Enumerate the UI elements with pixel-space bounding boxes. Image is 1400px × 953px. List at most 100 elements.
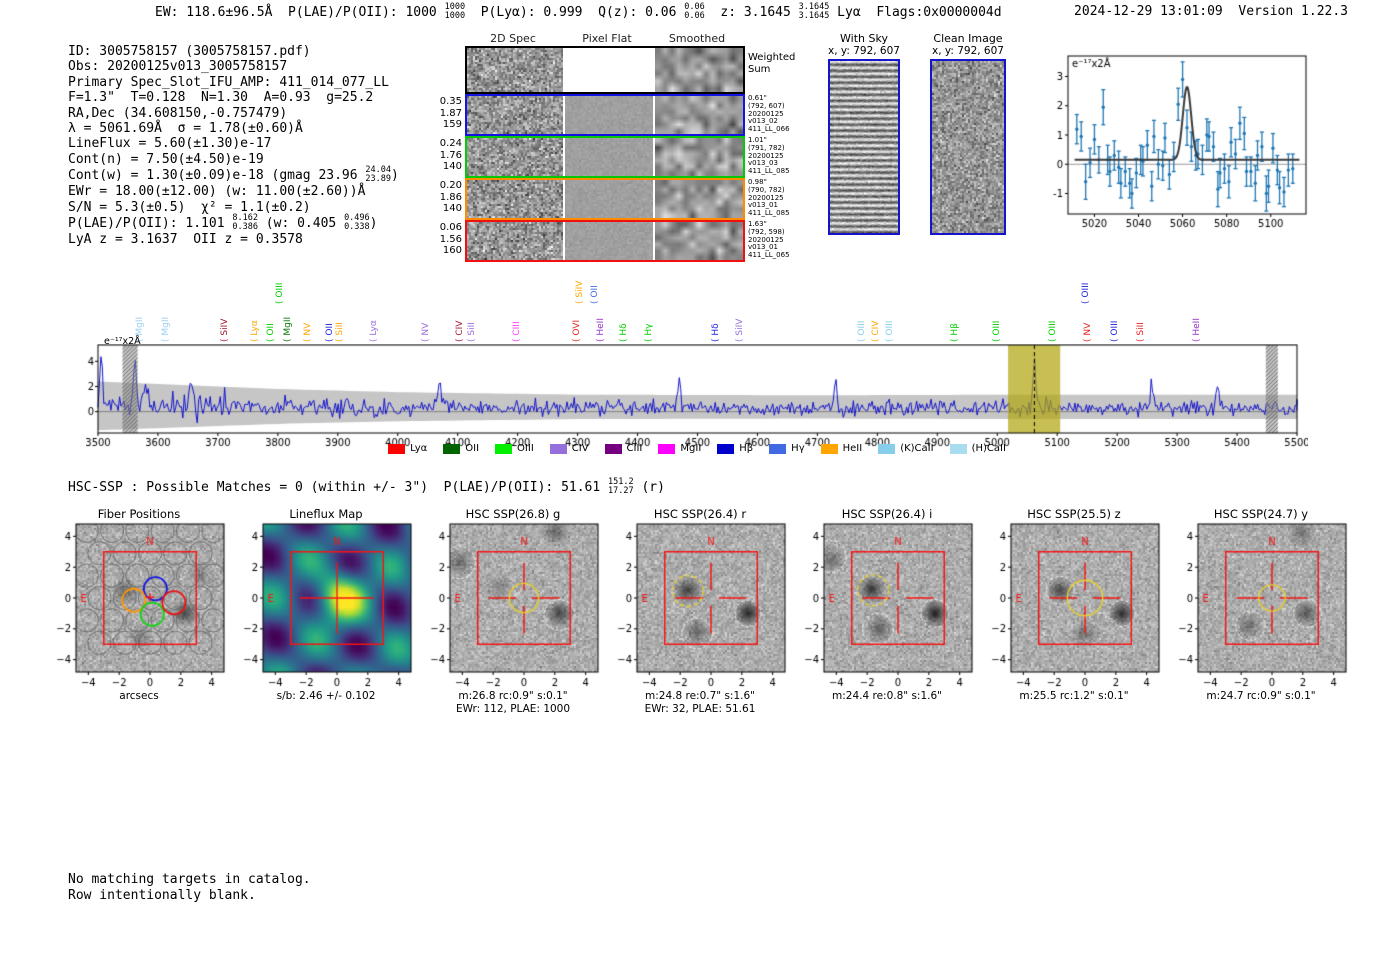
cutout-row-right-line: v013_01	[748, 243, 778, 252]
info-line-text: S/N = 5.3(±0.5) χ² = 1.1(±0.2)	[68, 199, 311, 215]
fraction-stack: 8.162 0.386	[232, 214, 258, 231]
panel-caption-1: m:26.8 rc:0.9" s:0.1"	[458, 690, 568, 702]
cutout-row-right-line: v013_02	[748, 117, 778, 126]
fraction-stack: 3.1645 3.1645	[799, 3, 830, 20]
panel-caption-1: s/b: 2.46 +/- 0.102	[276, 690, 376, 702]
info-line-text: Obs: 20200125v013_3005758157	[68, 59, 288, 75]
legend-label: Hβ	[739, 443, 754, 454]
fraction-bottom: 23.89	[365, 173, 392, 184]
cutout-row-images	[465, 136, 745, 178]
cutout-2d-row: 0.06 1.56 160 1.63" (792, 598) 20200125 v013_0…	[438, 220, 794, 262]
cutout-row-right-label: 0.98" (790, 782) 20200125 v013_01 411_LL_085	[745, 178, 794, 220]
cutout-row-left-label: 0.06 1.56 160	[438, 220, 465, 262]
legend-swatch	[878, 443, 896, 454]
panel-caption-2: EWr: 112, PLAE: 1000	[455, 703, 571, 715]
emission-line-label-HeII: ( HeII	[596, 318, 607, 342]
emission-line-label-OIII: ( OIII	[992, 320, 1003, 342]
legend-label: Lyα	[410, 443, 428, 454]
bottom-note-line-1: No matching targets in catalog.	[68, 872, 311, 887]
cutout-row-left-label	[438, 46, 465, 94]
cutout-2d-row: Weighted Sum	[438, 46, 795, 94]
cutout-row-right-label: 0.61" (792, 607) 20200125 v013_02 411_LL_066	[745, 94, 794, 136]
legend-swatch	[443, 443, 461, 454]
col-header-smoothed: Smoothed	[668, 32, 726, 45]
cutout-row-right-line: 411_LL_065	[748, 251, 790, 260]
info-line-text: LineFlux = 5.60(±1.30)e-17	[68, 136, 272, 152]
summary-header-text: Lyα Flags:0x0000004d	[829, 5, 1002, 20]
fraction-top: 3.1645	[798, 2, 830, 12]
detection-info-block: ID: 3005758157 (3005758157.pdf) Obs: 2020…	[68, 44, 399, 247]
fraction-top: 1000	[444, 2, 466, 12]
panel-image-4	[794, 522, 980, 690]
cutout-row-right-line: v013_03	[748, 159, 778, 168]
cutout-row-right-line: (790, 782)	[748, 185, 785, 194]
emission-line-label-CIII: ( CIII	[512, 321, 523, 342]
summary-header-text: P(Lyα): 0.999 Q(z): 0.06	[465, 5, 685, 20]
cutout-row-right-line: 411_LL_085	[748, 167, 790, 176]
emission-line-label-OIII: ( OIII	[1080, 282, 1091, 304]
cutout-row-right-line: 1.63"	[748, 220, 767, 228]
cutout-row-right-label: Weighted Sum	[745, 46, 795, 94]
clean-image-title: Clean Image	[933, 32, 1003, 45]
emission-line-label-SiIV: ( SiIV	[574, 280, 585, 304]
legend-label: (K)CaII	[900, 443, 934, 454]
info-line-4: F=1.3" T=0.128 N=1.30 A=0.93 g=25.2	[68, 90, 399, 105]
emission-line-label-HeII: ( HeII	[1192, 318, 1203, 342]
cutout-row-right-line: 1.01"	[748, 136, 767, 144]
summary-header-text: z: 3.1645	[704, 5, 799, 20]
fraction-stack: 0.496 0.338	[344, 214, 370, 231]
pixel-flat-image	[565, 138, 653, 176]
emission-line-label-SiII: ( SiII	[1135, 322, 1146, 342]
spectrum-y-label: e⁻¹⁷x2Å	[104, 336, 141, 347]
emission-line-label-NV: ( NV	[1083, 322, 1094, 342]
info-line-11: S/N = 5.3(±0.5) χ² = 1.1(±0.2)	[68, 200, 399, 215]
panel-r: HSC SSP(26.4) r m:24.8 re:0.7" s:1.6" EWr:…	[607, 507, 793, 716]
smoothed-image	[655, 138, 743, 176]
info-line-8: Cont(n) = 7.50(±4.50)e-19	[68, 152, 399, 167]
info-line-12: P(LAE)/P(OII): 1.101 8.162 0.386 (w: 0.40…	[68, 214, 399, 232]
cutout-2d-row: 0.35 1.87 159 0.61" (792, 607) 20200125 v013_0…	[438, 94, 794, 136]
fiber-weight-value: 140	[442, 203, 462, 214]
legend-label: Hγ	[791, 443, 805, 454]
fraction-bottom: 0.06	[684, 10, 705, 21]
emission-line-label-OIII: ( OIII	[885, 320, 896, 342]
legend-item-MgII: MgII	[658, 443, 701, 454]
emission-line-label-MgII: ( MgII	[161, 316, 172, 342]
bottom-note-line-2: Row intentionally blank.	[68, 887, 256, 903]
panel-caption-1: arcsecs	[119, 690, 159, 702]
info-line-text: λ = 5061.69Å σ = 1.78(±0.60)Å	[68, 121, 303, 137]
legend-swatch	[820, 443, 838, 454]
info-line-text: LyA z = 3.1637 OII z = 0.3578	[68, 232, 303, 248]
fiber-weight-value: 1.86	[439, 191, 462, 203]
cutout-row-right-line: Sum	[748, 64, 771, 75]
fraction-stack: 151.2 17.27	[608, 478, 634, 495]
panel-g: HSC SSP(26.8) g m:26.8 rc:0.9" s:0.1" EWr:…	[420, 507, 606, 716]
legend-label: HeII	[842, 443, 863, 454]
info-line-text: (w: 0.405	[257, 216, 345, 232]
cutout-panels-row: Fiber Positions arcsecs Lineflux Map s/b: 2…	[0, 507, 1400, 717]
with-sky-xy: x, y: 792, 607	[828, 45, 900, 57]
cutout-row-right-label: 1.01" (791, 782) 20200125 v013_03 411_LL_085	[745, 136, 794, 178]
fraction-top: 24.04	[365, 165, 392, 176]
emission-line-label-Hδ: ( Hδ	[619, 323, 630, 342]
panel-image-6	[1168, 522, 1354, 690]
emission-line-label-MgII: ( MgII	[283, 316, 294, 342]
cutout-row-images	[465, 178, 745, 220]
legend-item-(K)CaII: (K)CaII	[878, 443, 934, 454]
info-line-1: ID: 3005758157 (3005758157.pdf)	[68, 44, 399, 59]
info-line-2: Obs: 20200125v013_3005758157	[68, 59, 399, 74]
cutout-row-right-line: 0.98"	[748, 178, 767, 186]
hsc-ssp-summary-line: HSC-SSP : Possible Matches = 0 (within +…	[68, 478, 665, 496]
legend-label: (H)CaII	[971, 443, 1006, 454]
col-header-2dspec: 2D Spec	[490, 32, 536, 45]
2d-spec-image	[467, 222, 563, 260]
panel-title: HSC SSP(25.5) z	[1027, 507, 1121, 521]
summary-header-text: EW: 118.6±96.5Å P(LAE)/P(OII): 1000	[155, 5, 445, 20]
cutout-row-right-line: (792, 598)	[748, 227, 785, 236]
full-spectrum-plot	[86, 344, 1308, 450]
panel-image-2	[420, 522, 606, 690]
cutout-row-right-line: (792, 607)	[748, 101, 785, 110]
legend-item-CIV: CIV	[549, 443, 589, 454]
panel-y: HSC SSP(24.7) y m:24.7 rc:0.9" s:0.1"	[1168, 507, 1354, 703]
cutout-row-right-line: 20200125	[748, 193, 784, 202]
